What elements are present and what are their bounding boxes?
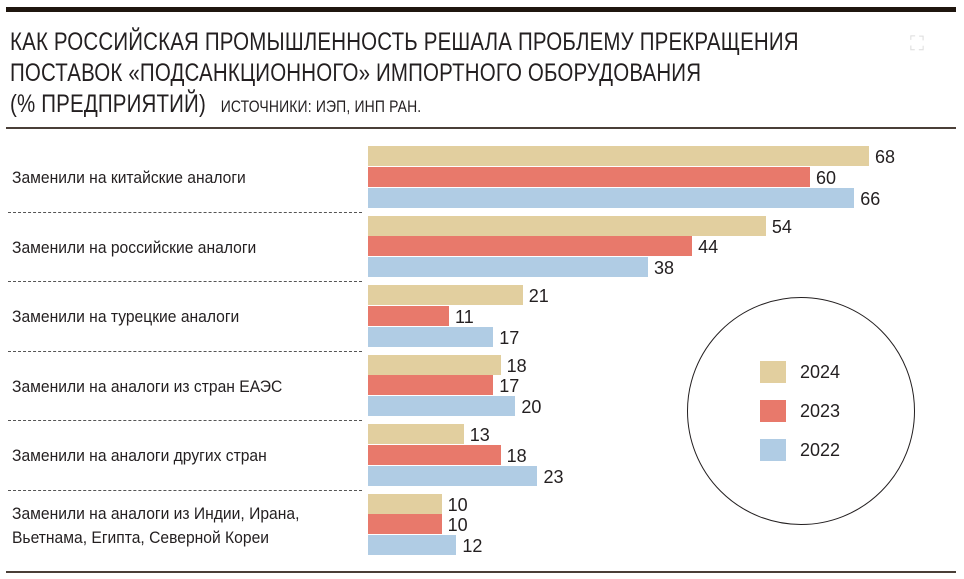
bar-2023: [368, 236, 693, 257]
category-label: Заменили на аналоги из Индии, Ирана, Вье…: [12, 503, 300, 547]
legend-label: 2023: [800, 400, 841, 421]
value-label-2022: 23: [543, 466, 564, 487]
bar-2023: [368, 305, 450, 326]
legend-swatch: [760, 400, 786, 422]
legend-swatch: [760, 439, 786, 461]
bar-2022: [368, 465, 538, 486]
category-label: Заменили на китайские аналоги: [12, 168, 246, 187]
bar-2024: [368, 146, 869, 166]
value-label-2023: 60: [816, 167, 837, 188]
value-label-2022: 17: [499, 327, 520, 348]
bar-2023: [368, 514, 442, 535]
bar-2022: [368, 535, 457, 556]
row-separator: [8, 420, 362, 421]
value-label-2022: 20: [521, 397, 542, 418]
value-label-2024: 18: [506, 355, 527, 376]
bar-2022: [368, 396, 516, 417]
title-line-1: КАК РОССИЙСКАЯ ПРОМЫШЛЕННОСТЬ РЕШАЛА ПРО…: [10, 28, 799, 56]
bar-2024: [368, 493, 442, 514]
expand-icon[interactable]: ⛶: [910, 33, 924, 55]
value-label-2024: 10: [447, 494, 468, 515]
title-line-3: (% ПРЕДПРИЯТИЙ): [10, 90, 206, 118]
value-label-2023: 11: [455, 306, 474, 327]
legend-label: 2022: [800, 439, 841, 460]
value-label-2023: 10: [447, 515, 468, 536]
row-separator: [8, 281, 362, 282]
legend-item-2023: 2023: [760, 400, 840, 422]
category-label: Заменили на турецкие аналоги: [12, 307, 240, 326]
title-line-2: ПОСТАВОК «ПОДСАНКЦИОННОГО» ИМПОРТНОГО ОБ…: [10, 59, 702, 87]
bar-2022: [368, 326, 494, 347]
bar-2022: [368, 257, 648, 278]
category-label: Заменили на аналоги из стран ЕАЭС: [12, 376, 283, 396]
value-label-2022: 38: [653, 258, 674, 279]
bar-2022: [368, 187, 855, 208]
value-label-2024: 21: [528, 286, 549, 306]
value-label-2024: 68: [875, 147, 896, 167]
bar-2024: [368, 285, 523, 305]
legend-swatch: [760, 361, 786, 383]
row-separator: [8, 489, 362, 491]
legend-label: 2024: [800, 361, 841, 382]
legend-item-2022: 2022: [760, 439, 840, 461]
value-label-2023: 18: [506, 445, 527, 466]
bottom-rule: [6, 571, 956, 573]
bar-2023: [368, 444, 501, 465]
value-label-2023: 17: [499, 376, 520, 397]
category-label: Заменили на российские аналоги: [12, 237, 257, 257]
bar-2024: [368, 354, 501, 375]
bar-2024: [368, 215, 766, 236]
category-label: Заменили на аналоги других стран: [12, 446, 267, 465]
top-rule: [6, 7, 956, 12]
row-separator: [8, 211, 362, 213]
header-rule: [6, 127, 956, 129]
value-label-2023: 44: [698, 237, 719, 258]
chart-title: КАК РОССИЙСКАЯ ПРОМЫШЛЕННОСТЬ РЕШАЛА ПРО…: [10, 27, 799, 122]
row-separator: [8, 350, 362, 352]
value-label-2024: 13: [469, 425, 490, 445]
bar-2023: [368, 375, 494, 396]
source-note: ИСТОЧНИКИ: ИЭП, ИНП РАН.: [220, 97, 422, 116]
value-label-2022: 12: [462, 536, 483, 557]
legend-item-2024: 2024: [760, 361, 840, 383]
bar-2023: [368, 166, 811, 187]
value-label-2022: 66: [860, 188, 881, 209]
bar-2024: [368, 424, 464, 444]
legend-circle: [687, 297, 915, 525]
value-label-2024: 54: [771, 216, 792, 237]
